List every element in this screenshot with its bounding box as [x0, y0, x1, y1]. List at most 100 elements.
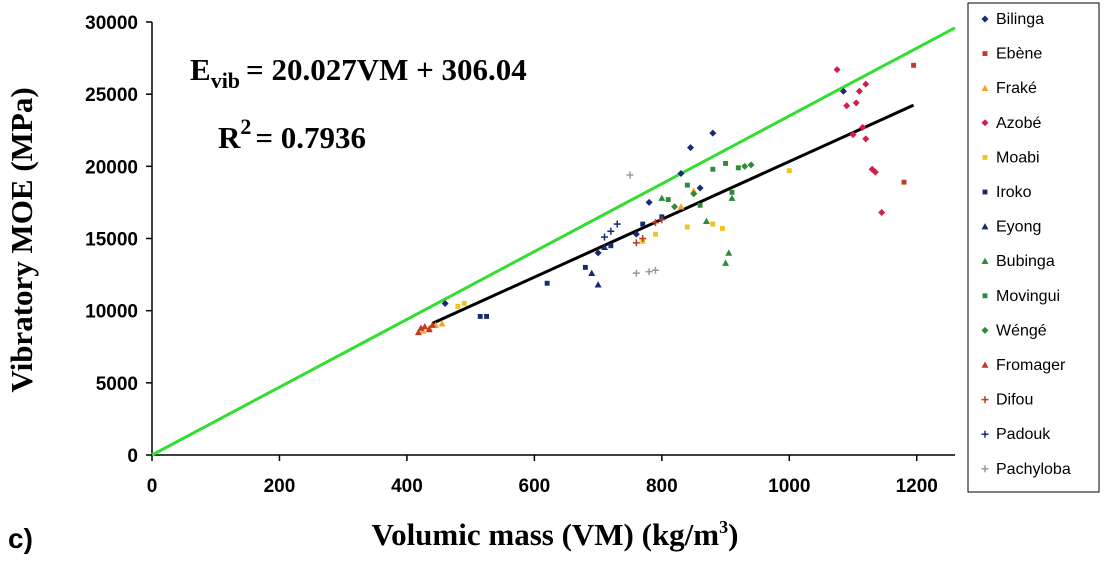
- legend-label: Eyong: [996, 219, 1041, 236]
- data-point: [725, 249, 733, 256]
- data-point: [658, 194, 666, 201]
- data-point: [862, 80, 870, 88]
- data-point: [484, 313, 490, 319]
- x-tick-label: 400: [391, 476, 423, 497]
- legend-marker: [981, 119, 989, 127]
- legend-item: Moabi: [982, 149, 1040, 166]
- data-point: [687, 144, 695, 152]
- legend-box: [967, 2, 1100, 493]
- data-point: [594, 249, 602, 257]
- data-point: [645, 198, 653, 206]
- data-point: [441, 299, 449, 307]
- legend-label: Bubinga: [996, 253, 1055, 270]
- y-tick-label: 0: [127, 446, 138, 467]
- regression-equation: Evib = 20.027VM + 306.04: [190, 52, 527, 93]
- data-point: [741, 162, 749, 170]
- data-point: [729, 189, 735, 195]
- x-tick-label: 1000: [768, 476, 810, 497]
- legend-marker: [981, 396, 989, 404]
- legend-item: Wéngé: [981, 322, 1047, 339]
- legend-label: Padouk: [996, 426, 1051, 443]
- data-point: [786, 168, 792, 174]
- data-point: [658, 216, 666, 224]
- data-point: [455, 303, 461, 309]
- data-point: [626, 171, 634, 179]
- legend-label: Ebène: [996, 46, 1042, 63]
- data-point: [871, 168, 879, 176]
- legend-item: Difou: [981, 392, 1033, 409]
- legend-marker: [982, 189, 988, 195]
- x-ticks: 0 200 400 600 800 1000 1200: [147, 455, 938, 497]
- data-point: [653, 231, 658, 237]
- data-point: [719, 225, 725, 231]
- legend-item: Eyong: [981, 219, 1041, 236]
- data-point: [632, 239, 640, 247]
- y-ticks: 0 5000 10000 15000 20000 25000 30000: [85, 13, 152, 467]
- legend-marker: [981, 15, 989, 23]
- legend-item: Padouk: [981, 426, 1051, 443]
- data-point: [723, 160, 729, 166]
- x-tick-label: 800: [646, 476, 678, 497]
- x-tick-label: 600: [519, 476, 551, 497]
- data-point: [709, 129, 717, 137]
- x-tick-label: 0: [147, 476, 158, 497]
- data-point: [582, 264, 588, 270]
- legend-label: Moabi: [996, 149, 1040, 166]
- legend-marker: [981, 465, 989, 473]
- data-point: [747, 161, 755, 169]
- x-axis-title-end: ): [728, 517, 738, 552]
- y-tick-label: 20000: [85, 157, 138, 178]
- equation-lhs: E: [190, 52, 211, 87]
- data-point: [677, 203, 685, 210]
- data-point: [651, 266, 659, 274]
- legend: Bilinga Ebène Fraké Azobé Moabi Iroko Eyong Bub…: [981, 11, 1071, 478]
- data-point: [852, 99, 860, 107]
- data-point: [697, 202, 703, 208]
- x-axis-title-main: Volumic mass (VM) (kg/m: [372, 517, 720, 552]
- data-point: [862, 135, 870, 143]
- data-point: [702, 217, 710, 224]
- legend-marker: [981, 84, 989, 91]
- data-point: [677, 170, 685, 178]
- data-point: [461, 301, 467, 306]
- data-point: [477, 313, 483, 319]
- reference-line: [151, 26, 956, 457]
- data-point: [849, 131, 857, 139]
- data-point: [414, 328, 422, 336]
- data-point: [671, 203, 679, 211]
- data-point: [607, 227, 615, 235]
- data-point: [684, 224, 690, 230]
- data-point: [640, 221, 646, 227]
- legend-marker: [981, 223, 989, 230]
- y-tick-label: 30000: [85, 13, 138, 34]
- data-point: [632, 269, 640, 277]
- legend-label: Iroko: [996, 184, 1032, 201]
- legend-marker: [982, 51, 988, 57]
- data-point: [600, 233, 608, 241]
- equation-subscript: vib: [211, 68, 240, 93]
- data-point: [438, 320, 446, 327]
- legend-item: Bilinga: [981, 11, 1044, 28]
- data-point: [855, 87, 863, 95]
- r-squared-value: = 0.7936: [255, 120, 366, 155]
- legend-label: Wéngé: [996, 322, 1047, 339]
- data-point: [421, 323, 429, 330]
- legend-marker: [982, 293, 988, 299]
- legend-item: Bubinga: [981, 253, 1055, 270]
- data-point: [722, 259, 730, 266]
- data-point: [710, 166, 716, 172]
- legend-item: Movingui: [982, 288, 1060, 305]
- data-point: [645, 268, 653, 276]
- y-axis-title: Vibratory MOE (MPa): [4, 87, 39, 392]
- data-point: [710, 221, 716, 227]
- r-squared: R2 = 0.7936: [218, 114, 366, 155]
- legend-item: Iroko: [982, 184, 1032, 201]
- data-point: [608, 243, 614, 249]
- data-point: [839, 87, 847, 95]
- data-point: [639, 235, 647, 242]
- data-point: [600, 243, 608, 250]
- legend-label: Difou: [996, 392, 1033, 409]
- legend-label: Pachyloba: [996, 461, 1071, 478]
- data-point: [651, 219, 659, 227]
